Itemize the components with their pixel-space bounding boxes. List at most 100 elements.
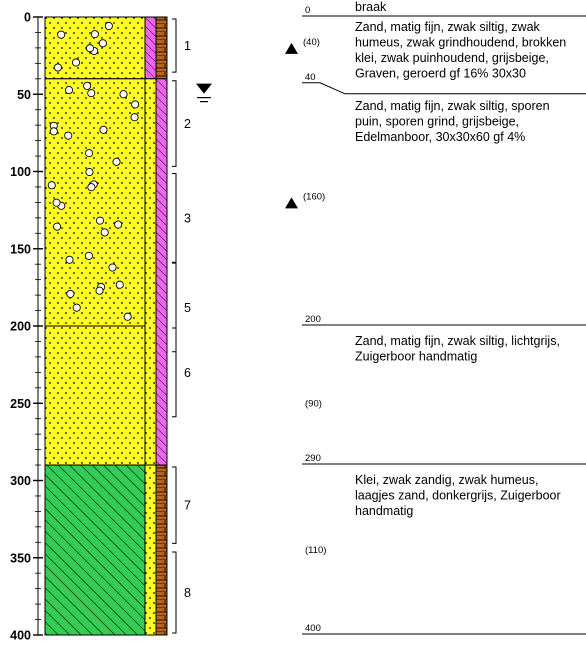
depth-tick-label: 250 (10, 397, 31, 411)
thickness-label: (110) (305, 545, 326, 556)
gravel-mark (130, 113, 139, 122)
interval-depth-label: 200 (305, 314, 321, 325)
depth-tick-label: 350 (10, 551, 31, 565)
gravel-mark (83, 81, 92, 90)
gravel-mark (119, 90, 128, 99)
depth-tick-label: 100 (10, 165, 31, 179)
gravel-mark (99, 125, 108, 134)
gravel-mark (49, 127, 58, 136)
gravel-mark (87, 89, 96, 98)
interval-description-line: klei, zwak puinhoudend, grijsbeige, (355, 51, 549, 65)
interval-depth-label: 290 (305, 453, 321, 464)
sample-marker-label: (40) (303, 37, 320, 48)
groundwater-level (196, 83, 212, 103)
depth-tick-label: 300 (10, 474, 31, 488)
gravel-mark (66, 289, 75, 298)
layer-pattern (45, 465, 145, 635)
depth-tick-label: 0 (24, 11, 31, 25)
side-column-pattern (156, 78, 167, 466)
sample-marker-icon (285, 197, 298, 209)
gravel-mark (115, 280, 124, 289)
sample-label: 8 (184, 586, 191, 600)
side-column-pattern (156, 17, 167, 79)
sample-bracket (172, 173, 177, 263)
sample-label: 2 (184, 117, 191, 131)
gravel-mark (100, 228, 109, 237)
depth-markers: (40) (160) (285, 37, 325, 209)
sample-label: 1 (184, 39, 191, 53)
sample-label: 5 (184, 301, 191, 315)
gravel-mark (87, 183, 96, 192)
gravel-mark (72, 303, 81, 312)
interval-description-line: Klei, zwak zandig, zwak humeus, (355, 473, 538, 487)
depth-tick-label: 400 (10, 629, 31, 643)
side-columns (144, 16, 168, 636)
gravel-mark (131, 100, 140, 109)
soil-column (44, 16, 146, 636)
gravel-mark (47, 181, 56, 190)
sample-label: 3 (184, 211, 191, 225)
sample-bracket (172, 262, 177, 353)
gravel-mark (71, 58, 81, 67)
interval-description-line: Zuigerboor handmatig (355, 350, 477, 364)
interval-description-line: Zand, matig fijn, zwak siltig, zwak (355, 20, 541, 34)
sample-bracket (172, 327, 177, 418)
interval-descriptions: 0 40 200 290 400 braak Zand, matig fijn, zwak … (302, 0, 586, 635)
sample-bracket (172, 466, 177, 544)
depth-tick-label: 150 (10, 242, 31, 256)
gravel-mark (95, 286, 104, 295)
interval-description-line: laagjes zand, donkergrijs, Zuigerboor (355, 489, 561, 503)
interval-description-line: Edelmanboor, 30x30x60 gf 4% (355, 130, 525, 144)
gravel-mark (64, 86, 74, 95)
side-column-pattern (145, 17, 156, 79)
gravel-mark (123, 312, 132, 321)
side-column-outline (155, 464, 168, 636)
side-column-pattern (156, 465, 167, 635)
sample-bracket (172, 80, 177, 167)
gravel-mark (98, 39, 107, 48)
gravel-mark (53, 63, 62, 72)
water-table-icon (196, 83, 212, 94)
interval-description-line: humeus, zwak grindhoudend, brokken (355, 36, 566, 50)
gravel-mark (108, 263, 117, 272)
gravel-mark (112, 157, 121, 166)
gravel-mark (85, 44, 95, 53)
interval-description-line: puin, sporen grind, grijsbeige, (355, 114, 519, 128)
sample-bracket (172, 18, 177, 73)
interval-description-line: Graven, geroerd gf 16% 30x30 (355, 67, 526, 81)
sample-marker-icon (285, 42, 298, 54)
interval-description-line: Zand, matig fijn, zwak siltig, sporen (355, 99, 550, 113)
depth-tick-label: 200 (10, 320, 31, 334)
gravel-mark (57, 30, 66, 39)
depth-tick-label: 50 (17, 88, 31, 102)
depth-axis: 0 50 100 150 200 250 300 350 400 (10, 11, 43, 643)
gravel-mark (104, 21, 113, 31)
sample-bracket (172, 551, 177, 634)
interval-depth-label: 40 (305, 72, 316, 83)
gravel-mark (95, 216, 104, 225)
gravel-mark (84, 251, 93, 260)
interval-depth-label: 400 (305, 623, 321, 634)
sample-marker-label: (160) (303, 191, 325, 202)
side-column-pattern (145, 78, 156, 466)
sample-label: 6 (184, 366, 191, 380)
interval-divider (302, 82, 586, 95)
gravel-mark (85, 167, 94, 177)
gravel-mark (52, 198, 61, 207)
interval-depth-label: 0 (305, 5, 310, 16)
gravel-mark (64, 131, 73, 140)
gravel-mark (53, 222, 62, 231)
gravel-mark (90, 30, 99, 39)
interval-description-line: Zand, matig fijn, zwak siltig, lichtgrij… (355, 334, 560, 348)
sample-brackets: 1 2 3 5 6 7 8 (172, 18, 191, 634)
layer-pattern (45, 326, 145, 466)
interval-description-line: handmatig (355, 504, 413, 518)
gravel-mark (85, 149, 94, 158)
gravel-mark (114, 220, 123, 229)
interval-description-line: braak (355, 0, 387, 14)
sample-label: 7 (184, 499, 191, 513)
side-column-pattern (145, 465, 156, 635)
thickness-label: (90) (305, 398, 322, 409)
